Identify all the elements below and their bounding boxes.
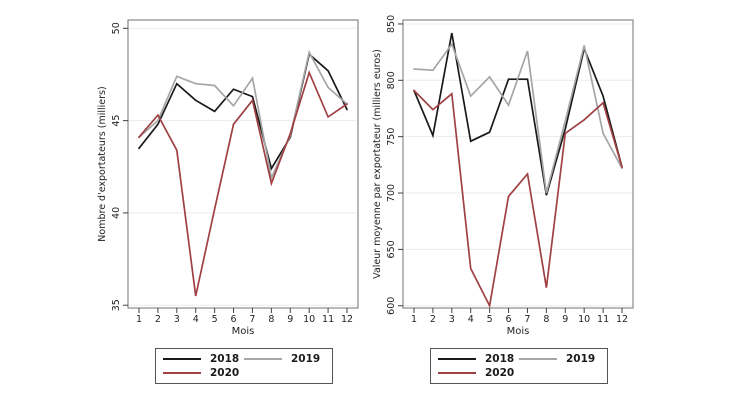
exporters-count-chart: 35 40 45 50 1 2 3 4 5 6 7 8 9 10 11 12 Nombre d'exportat… xyxy=(86,8,376,404)
x-tick-label: 9 xyxy=(562,314,568,325)
x-tick-label: 10 xyxy=(303,314,315,325)
y-tick-label: 600 xyxy=(386,297,397,315)
x-tick-label: 2 xyxy=(155,314,161,325)
plot-border xyxy=(402,19,634,309)
legend-label-2020: 2020 xyxy=(210,367,240,379)
x-tick-label: 4 xyxy=(193,314,199,325)
series-line-2020 xyxy=(413,89,623,309)
x-tick-label: 7 xyxy=(524,314,530,325)
legend-item-2019: 2019 xyxy=(519,353,600,365)
y-axis-title: Valeur moyenne par exportateur (milliers… xyxy=(372,49,383,279)
x-tick-label: 6 xyxy=(506,314,512,325)
legend-item-2019: 2019 xyxy=(244,353,325,365)
legend-label-2019: 2019 xyxy=(291,353,321,365)
average-value-chart: 600 650 700 750 800 850 1 2 3 4 5 6 7 8 9 10 11 12 Valeur … xyxy=(361,8,651,404)
plot-border xyxy=(127,19,359,309)
legend-swatch-2018 xyxy=(163,358,201,360)
x-axis-title: Mois xyxy=(507,326,530,337)
legend-label-2019: 2019 xyxy=(566,353,596,365)
legend-label-2020: 2020 xyxy=(485,367,515,379)
legend-item-2020: 2020 xyxy=(438,367,519,379)
y-axis-title: Nombre d'exportateurs (milliers) xyxy=(97,86,108,241)
x-tick-label: 8 xyxy=(543,314,549,325)
legend-swatch-2020 xyxy=(438,372,476,374)
x-tick-label: 8 xyxy=(268,314,274,325)
x-tick-label: 9 xyxy=(287,314,293,325)
x-tick-label: 12 xyxy=(616,314,628,325)
legend-item-2018: 2018 xyxy=(438,353,519,365)
y-tick-label: 850 xyxy=(386,15,397,33)
x-tick-label: 10 xyxy=(578,314,590,325)
x-tick-label: 1 xyxy=(136,314,142,325)
x-tick-label: 3 xyxy=(174,314,180,325)
y-tick-label: 35 xyxy=(111,299,122,311)
y-tick-label: 700 xyxy=(386,184,397,202)
legend-box: 2018 2019 2020 xyxy=(430,348,608,384)
series-line-2020 xyxy=(138,70,348,297)
x-tick-label: 11 xyxy=(322,314,334,325)
legend-box: 2018 2019 2020 xyxy=(155,348,333,384)
legend-swatch-2019 xyxy=(244,358,282,360)
series-line-2019 xyxy=(413,42,623,194)
x-tick-label: 4 xyxy=(468,314,474,325)
y-tick-label: 650 xyxy=(386,240,397,258)
x-tick-label: 11 xyxy=(597,314,609,325)
legend-swatch-2020 xyxy=(163,372,201,374)
x-tick-label: 7 xyxy=(249,314,255,325)
y-tick-label: 40 xyxy=(111,207,122,219)
legend-item-2018: 2018 xyxy=(163,353,244,365)
x-tick-label: 5 xyxy=(487,314,493,325)
x-tick-label: 6 xyxy=(231,314,237,325)
x-tick-label: 5 xyxy=(212,314,218,325)
x-tick-label: 2 xyxy=(430,314,436,325)
series-line-2019 xyxy=(138,49,348,181)
legend-swatch-2019 xyxy=(519,358,557,360)
y-tick-label: 50 xyxy=(111,22,122,34)
y-tick-label: 45 xyxy=(111,115,122,127)
legend-label-2018: 2018 xyxy=(210,353,240,365)
legend-swatch-2018 xyxy=(438,358,476,360)
y-tick-label: 800 xyxy=(386,71,397,89)
legend-item-2020: 2020 xyxy=(163,367,244,379)
x-tick-label: 12 xyxy=(341,314,353,325)
x-tick-label: 1 xyxy=(411,314,417,325)
x-tick-label: 3 xyxy=(449,314,455,325)
x-axis-title: Mois xyxy=(232,326,255,337)
y-tick-label: 750 xyxy=(386,128,397,146)
legend-label-2018: 2018 xyxy=(485,353,515,365)
